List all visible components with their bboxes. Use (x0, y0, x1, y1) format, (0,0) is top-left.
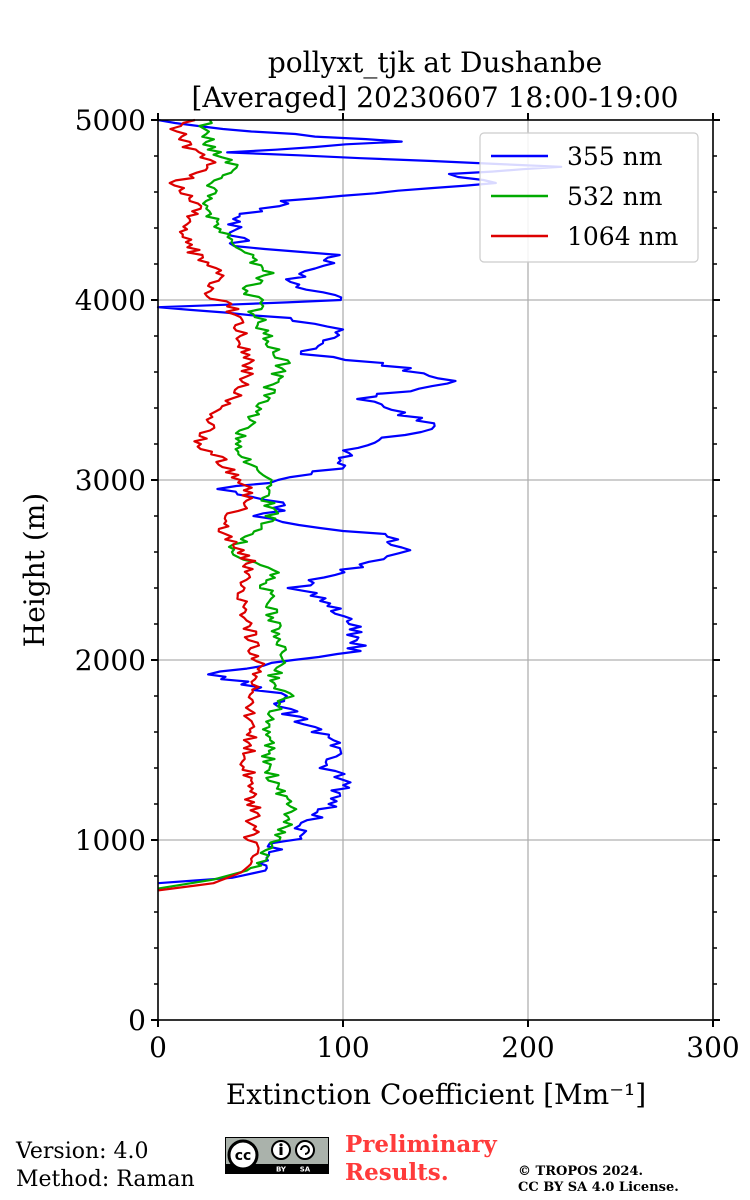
copyright-text: © TROPOS 2024. (518, 1164, 644, 1179)
license-text: CC BY SA 4.0 License. (518, 1180, 679, 1195)
y-tick-label: 1000 (75, 824, 146, 857)
cc-logo-text: cc (235, 1148, 252, 1164)
x-tick-label: 200 (501, 1031, 554, 1064)
y-tick-label: 5000 (75, 104, 146, 137)
y-tick-label: 2000 (75, 644, 146, 677)
legend: 355 nm 532 nm 1064 nm (479, 132, 699, 263)
method-text: Method: Raman (16, 1167, 195, 1192)
sa-logo-text: SA (300, 1166, 311, 1174)
chart-subtitle: [Averaged] 20230607 18:00-19:00 (192, 81, 679, 114)
extinction-chart: pollyxt_tjk at Dushanbe [Averaged] 20230… (18, 46, 740, 1111)
x-tick-label: 300 (686, 1031, 739, 1064)
legend-box (479, 132, 699, 263)
legend-label-532: 532 nm (567, 182, 663, 211)
cc-by-sa-icon: cc BY SA (225, 1137, 329, 1174)
series-line-355-nm (156, 118, 563, 885)
series-line-532-nm (157, 119, 298, 890)
series-layer (156, 118, 563, 892)
version-text: Version: 4.0 (16, 1139, 149, 1164)
by-logo-text: BY (276, 1166, 287, 1174)
x-tick-label: 0 (149, 1031, 167, 1064)
y-tick-label: 3000 (75, 464, 146, 497)
plot-frame (157, 119, 714, 1021)
y-axis-label: Height (m) (18, 493, 51, 647)
legend-label-1064: 1064 nm (567, 222, 679, 251)
y-tick-label: 4000 (75, 284, 146, 317)
chart-title: pollyxt_tjk at Dushanbe (268, 46, 602, 79)
x-axis-label: Extinction Coefficient [Mm⁻¹] (226, 1078, 646, 1111)
y-tick-label: 0 (128, 1004, 146, 1037)
results-label: Results. (345, 1159, 449, 1186)
series-line-1064-nm (157, 118, 266, 892)
preliminary-label: Preliminary (345, 1131, 497, 1158)
x-tick-label: 100 (316, 1031, 369, 1064)
legend-label-355: 355 nm (567, 142, 663, 171)
